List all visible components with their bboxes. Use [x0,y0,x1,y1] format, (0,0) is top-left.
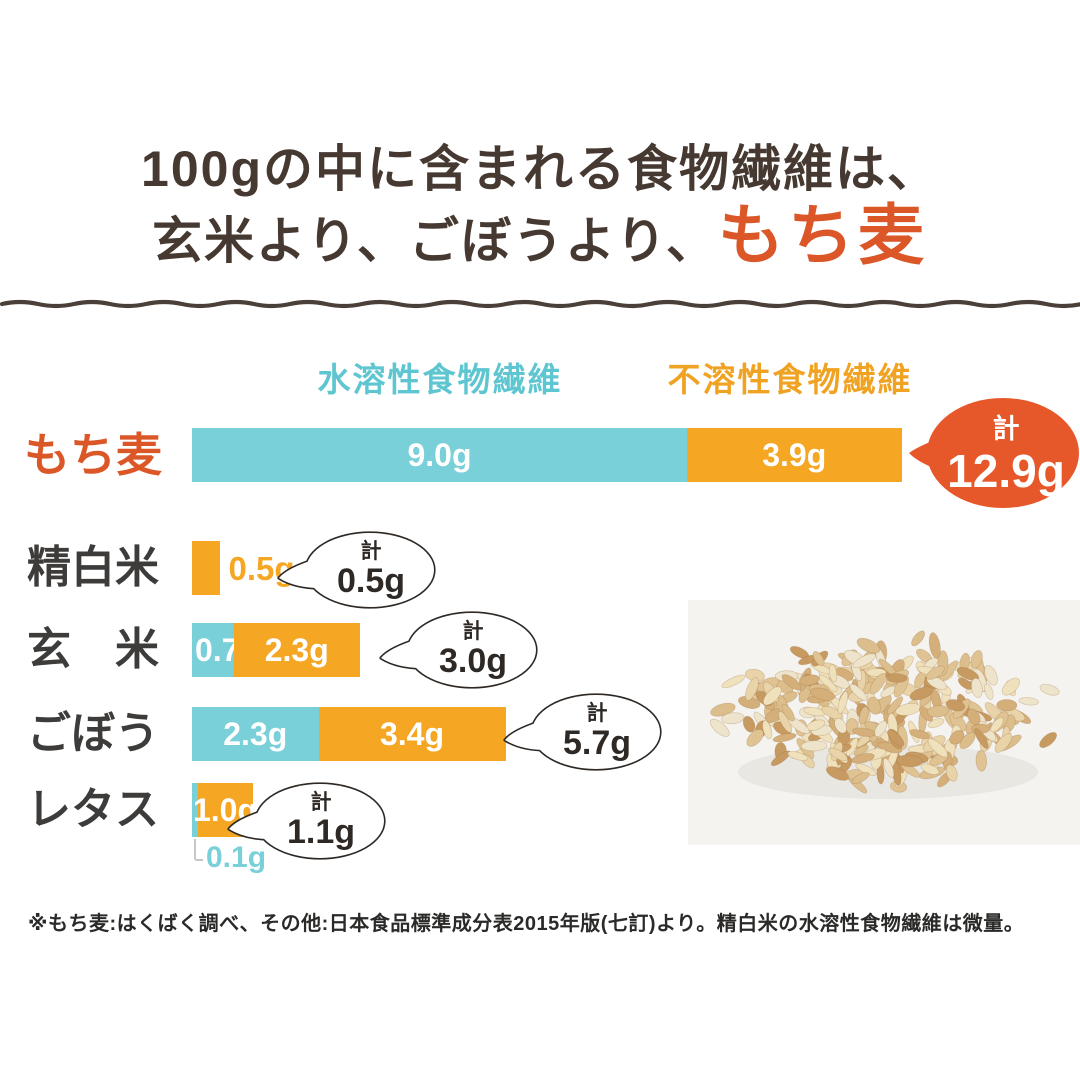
bar-genmai: 0.7g 2.3g [192,623,360,677]
total-prefix: 計 [361,539,382,563]
row-label-lettuce: レタス [27,785,159,834]
title-line1: 100gの中に含まれる食物繊維は、 [141,141,939,197]
callout-tick [194,839,203,861]
title-line2: 玄米より、ごぼうより、もち麦 [0,196,1080,280]
row-label-gobo: ごぼう [27,709,159,758]
total-value: 5.7g [563,724,631,762]
legend-insoluble: 不溶性食物繊維 [667,361,913,398]
chart-row-gobo: ごぼう 2.3g 3.4g [0,707,1080,761]
title-line2-prefix: 玄米より、ごぼうより、 [152,213,718,269]
insoluble-segment [192,541,220,595]
legend-soluble: 水溶性食物繊維 [317,361,563,398]
total-bubble-lettuce: 計 1.1g [227,782,386,860]
soluble-callout-lettuce: 0.1g [194,839,266,873]
chart-row-lettuce: レタス 1.0g 0.1g [0,783,1080,873]
segment-value: 3.9g [762,437,827,473]
soluble-segment: 0.7g [192,623,259,677]
segment-value: 9.0g [407,437,472,473]
soluble-segment: 9.0g [192,428,687,482]
bar-gobo: 2.3g 3.4g [192,707,506,761]
bar-mochimugi: 9.0g 3.9g [192,428,902,482]
segment-value: 2.3g [223,716,288,752]
segment-value: 2.3g [264,632,329,668]
total-prefix: 計 [311,790,332,814]
soluble-segment: 2.3g [192,707,319,761]
chart-row-hakumai: 精白米 0.5g [0,541,1080,595]
insoluble-segment: 3.4g [318,707,506,761]
segment-value: 3.4g [379,716,445,752]
grain-pile [709,630,1060,794]
total-bubble-gobo: 計 5.7g [503,693,662,771]
total-bubble-genmai: 計 3.0g [379,611,538,689]
barley-photo [688,600,1080,845]
total-badge-mochimugi: 計 12.9g [909,398,1079,508]
total-value: 3.0g [439,642,507,680]
total-prefix: 計 [993,413,1020,444]
total-bubble-hakumai: 計 0.5g [277,531,436,609]
total-value: 1.1g [287,813,355,851]
title-highlight-mochimugi: もち麦 [718,198,928,272]
chart-row-genmai: 玄 米 0.7g 2.3g [0,623,1080,677]
total-value: 0.5g [337,562,405,600]
row-label-mochimugi: もち麦 [24,429,162,481]
chart-row-mochimugi: もち麦 9.0g 3.9g [0,428,1080,482]
total-value: 12.9g [947,445,1065,497]
soluble-segment [192,783,198,837]
callout-value: 0.1g [206,841,267,874]
insoluble-segment: 1.0g [193,783,257,837]
total-prefix: 計 [587,701,608,725]
row-label-genmai: 玄 米 [27,625,159,674]
footnote: ※もち麦:はくばく調べ、その他:日本食品標準成分表2015年版(七訂)より。精白… [28,913,1025,935]
total-prefix: 計 [463,619,484,643]
divider-line [0,299,1080,309]
insoluble-segment: 2.3g [233,623,360,677]
row-label-hakumai: 精白米 [27,543,159,592]
bar-lettuce: 1.0g [192,783,257,837]
insoluble-segment: 3.9g [687,428,902,482]
bar-hakumai: 0.5g [192,541,295,595]
